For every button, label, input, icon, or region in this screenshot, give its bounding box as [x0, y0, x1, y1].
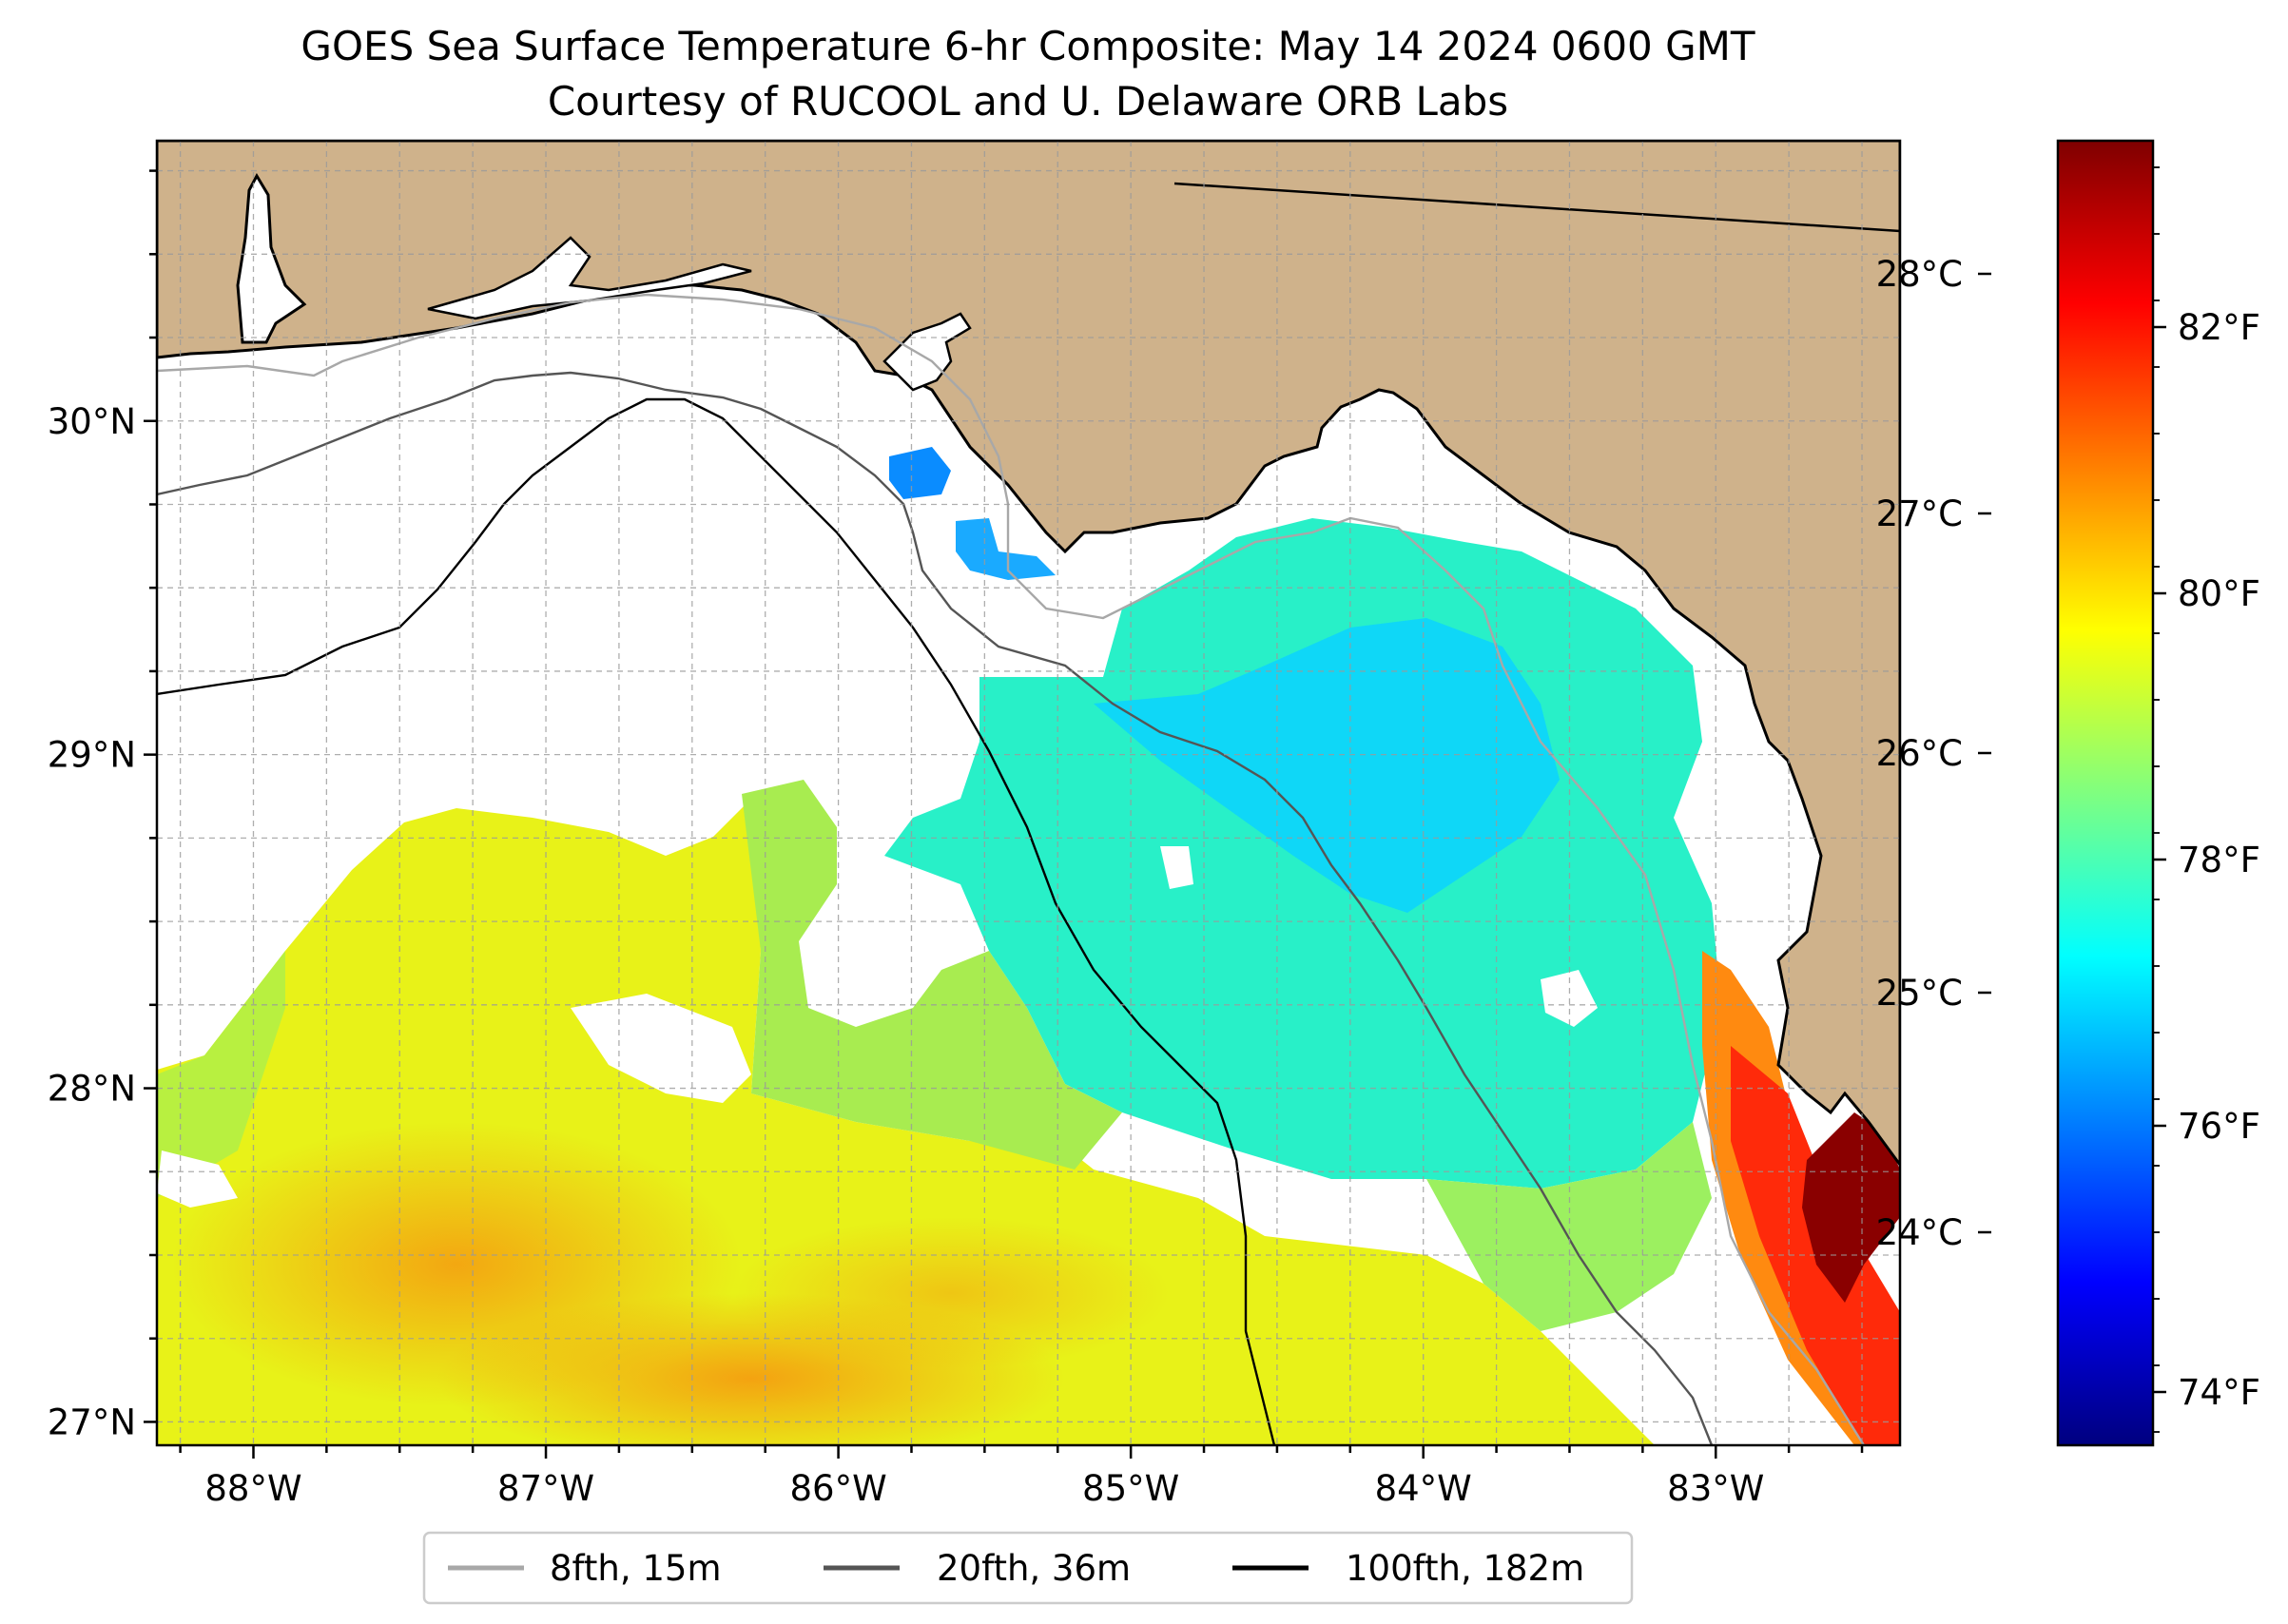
figure-title: GOES Sea Surface Temperature 6-hr Compos… [301, 23, 1755, 69]
colorbar-c-tick-label: 25°C [1876, 973, 1963, 1014]
sst-region-tampa-bay [1802, 1112, 1900, 1303]
sst-region-cool-core [1094, 618, 1560, 913]
lon-tick-label: 84°W [1375, 1468, 1472, 1509]
colorbar: 82°F 80°F 78°F 76°F 74°F 28°C 27°C 26°C 25°C 24°C [1876, 139, 2260, 1447]
contour-20fth [157, 371, 1714, 1445]
colorbar-f-tick-label: 76°F [2178, 1106, 2260, 1147]
sst-patch-blue-1 [889, 447, 951, 499]
legend-label-100fth: 100fth, 182m [1346, 1548, 1584, 1589]
lat-tick-label: 28°N [48, 1069, 136, 1110]
legend-label-20fth: 20fth, 36m [937, 1548, 1131, 1589]
gridlines [157, 141, 1900, 1445]
colorbar-f-tick-label: 74°F [2178, 1372, 2260, 1413]
no-data-hole-1 [571, 994, 751, 1103]
colorbar-gradient [2056, 139, 2155, 1447]
lon-tick-label: 87°W [497, 1468, 594, 1509]
map-frame [155, 139, 1902, 1447]
colorbar-c-tick-label: 24°C [1876, 1212, 1963, 1253]
sst-region-central-green [742, 780, 1122, 1170]
contour-100fth [157, 397, 1276, 1445]
colorbar-c-tick-label: 27°C [1876, 493, 1963, 534]
sst-field [157, 143, 1900, 1445]
sst-patch-blue-2 [956, 518, 1056, 580]
mobile-bay [236, 172, 307, 344]
lon-tick-label: 86°W [790, 1468, 887, 1509]
colorbar-ticks: 82°F 80°F 78°F 76°F 74°F 28°C 27°C 26°C 25°C 24°C [1876, 166, 2260, 1433]
lat-tick-label: 29°N [48, 735, 136, 776]
map-axes: 88°W 87°W 86°W 85°W 84°W 83°W 30°N 29°N 28°N 27°N [48, 169, 1864, 1509]
lon-tick-label: 88°W [204, 1468, 301, 1509]
legend-label-8fth: 8fth, 15m [550, 1548, 722, 1589]
legend-frame [422, 1531, 1634, 1605]
no-data-hole-2 [157, 1150, 238, 1208]
colorbar-f-tick-label: 80°F [2178, 573, 2260, 614]
no-data-hole-4 [1160, 846, 1193, 889]
colorbar-c-tick-label: 28°C [1876, 254, 1963, 295]
land-mass [157, 141, 1900, 1168]
colorbar-f-tick-label: 82°F [2178, 307, 2260, 348]
legend: 8fth, 15m 20fth, 36m 100fth, 182m [422, 1531, 1634, 1605]
figure-subtitle: Courtesy of RUCOOL and U. Delaware ORB L… [548, 78, 1508, 125]
colorbar-c-tick-label: 26°C [1876, 733, 1963, 774]
colorbar-f-tick-label: 78°F [2178, 840, 2260, 880]
lat-tick-label: 27°N [48, 1402, 136, 1442]
lon-tick-label: 85°W [1082, 1468, 1179, 1509]
map-area [157, 141, 1900, 1445]
st-andrew-bay [882, 312, 972, 392]
lon-tick-label: 83°W [1667, 1468, 1764, 1509]
lat-tick-label: 30°N [48, 401, 136, 442]
sst-warm-core-central [732, 1217, 1170, 1369]
state-border [1173, 182, 1900, 233]
sst-region-east-green [1426, 1122, 1712, 1331]
contour-8fth [157, 293, 1866, 1445]
